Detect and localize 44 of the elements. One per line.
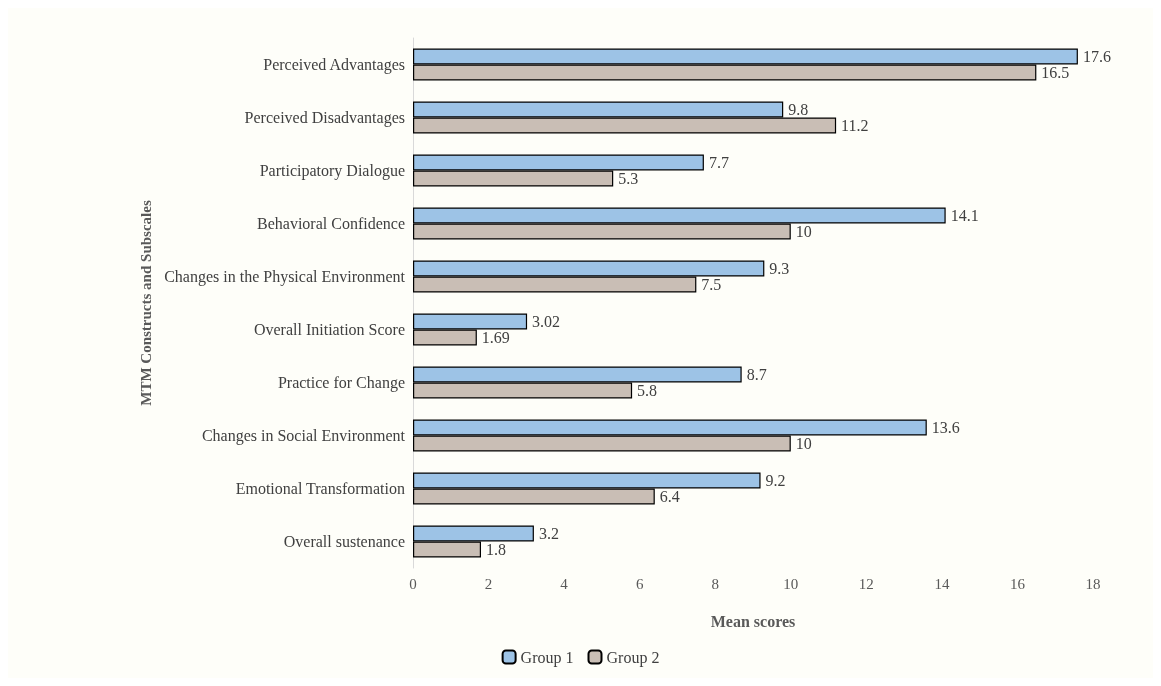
data-label: 11.2 (841, 117, 869, 134)
data-label: 6.4 (659, 488, 680, 505)
data-label: 3.02 (532, 313, 561, 330)
y-tick-label: Overall sustenance (283, 533, 405, 550)
y-tick-label: Perceived Disadvantages (244, 109, 405, 127)
data-label: 7.7 (708, 154, 729, 171)
data-label: 3.2 (538, 525, 559, 542)
x-tick-label: 6 (635, 575, 644, 592)
legend-label: Group 1 (520, 648, 574, 667)
data-label: 10 (795, 435, 812, 452)
x-tick-label: 10 (783, 575, 799, 592)
x-tick-label: 0 (409, 575, 417, 592)
data-label: 1.69 (481, 329, 510, 346)
data-label: 13.6 (931, 419, 960, 436)
x-tick-label: 2 (484, 575, 493, 592)
y-tick-label: Practice for Change (277, 374, 405, 392)
x-tick-label: 16 (1009, 575, 1026, 592)
y-tick-label: Behavioral Confidence (257, 215, 405, 232)
data-label: 14.1 (950, 207, 979, 224)
x-tick-label: 4 (560, 575, 569, 592)
y-tick-label: Participatory Dialogue (259, 162, 405, 180)
x-tick-label: 14 (934, 575, 950, 592)
data-label: 1.8 (486, 541, 506, 558)
data-label: 5.8 (637, 382, 658, 399)
data-label: 5.3 (618, 170, 639, 187)
data-label: 8.7 (746, 366, 767, 383)
x-tick-label: 8 (711, 575, 719, 592)
x-tick-label: 18 (1085, 575, 1101, 592)
legend-label: Group 2 (606, 648, 660, 667)
y-tick-label: Perceived Advantages (263, 56, 405, 74)
data-label: 7.5 (701, 276, 722, 293)
y-tick-label: Overall Initiation Score (253, 321, 405, 338)
data-label: 10 (795, 223, 812, 240)
y-axis-title: MTM Constructs and Subscales (137, 200, 154, 406)
data-label: 9.8 (788, 101, 809, 118)
data-label: 9.3 (769, 260, 790, 277)
x-axis-title: Mean scores (710, 612, 796, 630)
y-tick-label: Changes in Social Environment (201, 427, 406, 445)
data-label: 9.2 (765, 472, 786, 489)
data-label: 16.5 (1041, 64, 1070, 81)
y-tick-label: Emotional Transformation (235, 480, 405, 497)
data-label: 17.6 (1082, 48, 1111, 65)
y-tick-label: Changes in the Physical Environment (164, 268, 406, 286)
x-tick-label: 12 (858, 575, 874, 592)
